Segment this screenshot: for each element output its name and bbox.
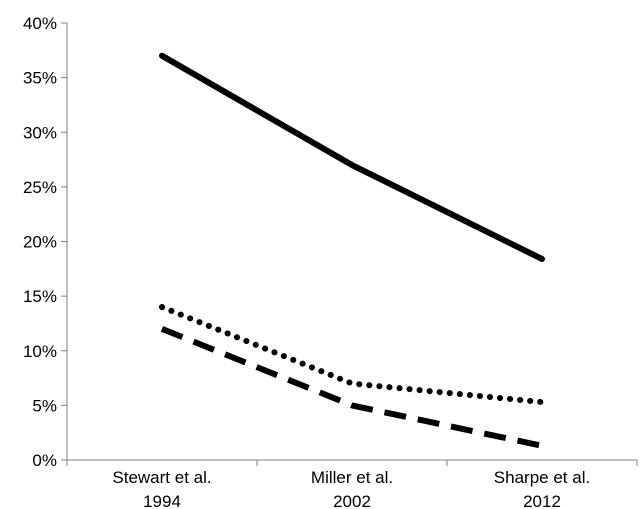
x-tick-label-line: Sharpe et al. — [494, 468, 590, 487]
y-tick-label: 40% — [23, 14, 57, 33]
y-tick-label: 0% — [32, 451, 57, 470]
x-tick-label-line: 1994 — [143, 492, 181, 509]
x-axis: Stewart et al. 1994 Miller et al. 2002 Sharp… — [66, 459, 638, 509]
y-axis: 0% 5% 10% 15% 20% 25% 30% 35% 40% — [23, 14, 68, 470]
x-tick-label-line: 2012 — [523, 492, 561, 509]
x-tick-label-line: 2002 — [333, 492, 371, 509]
x-tick-label: Miller et al. 2002 — [311, 468, 393, 509]
y-tick-label: 35% — [23, 69, 57, 88]
y-tick-label: 15% — [23, 287, 57, 306]
y-tick-label: 5% — [32, 396, 57, 415]
y-tick-label: 10% — [23, 342, 57, 361]
series-line-dashed — [160, 326, 543, 449]
y-tick-label: 25% — [23, 178, 57, 197]
x-tick-label-line: Stewart et al. — [112, 468, 211, 487]
series-lines — [159, 52, 545, 449]
y-tick-label: 30% — [23, 123, 57, 142]
x-tick-label: Stewart et al. 1994 — [112, 468, 211, 509]
series-line-solid — [159, 52, 545, 262]
series-line-dotted — [159, 304, 545, 406]
x-tick-label: Sharpe et al. 2012 — [494, 468, 590, 509]
y-tick-label: 20% — [23, 233, 57, 252]
x-tick-label-line: Miller et al. — [311, 468, 393, 487]
